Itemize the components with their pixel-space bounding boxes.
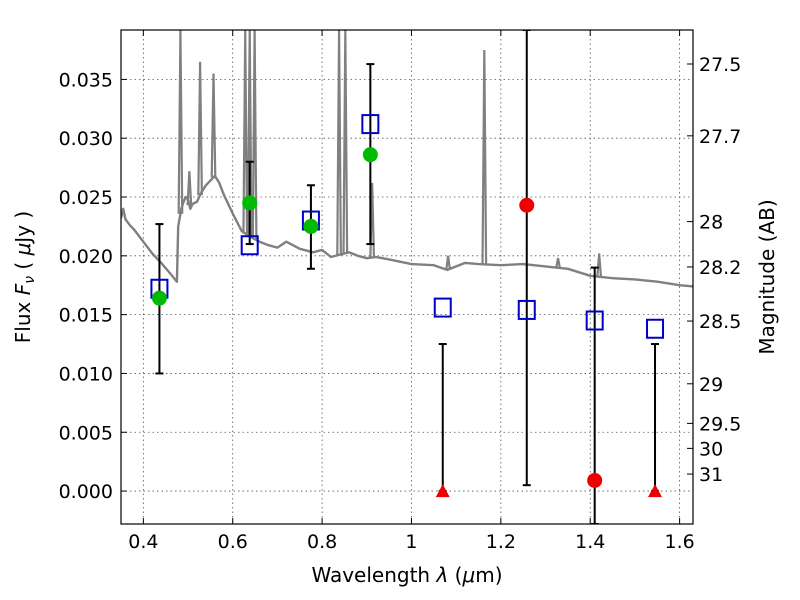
plot-frame — [120, 29, 694, 525]
x-tick-label: 1.2 — [486, 531, 516, 553]
y-tick-label: 0.000 — [59, 481, 113, 503]
y2-tick-label: 30 — [699, 438, 723, 460]
y-axis-label: Flux Fν ( μJy ) — [11, 211, 38, 343]
model-emission-line — [251, 30, 258, 240]
detection-point — [303, 218, 319, 234]
model-emission-line — [177, 30, 184, 214]
x-tick-label: 1.4 — [575, 531, 605, 553]
y-axis-label-var: F — [11, 283, 35, 295]
y2-tick-label: 27.5 — [699, 54, 741, 76]
y-tick-label: 0.035 — [59, 69, 113, 91]
x-tick-label: 0.8 — [307, 531, 337, 553]
y2-tick-label: 28 — [699, 212, 723, 234]
detection-point — [242, 195, 258, 211]
nondetection-triangle-point — [648, 484, 663, 498]
x-tick-label: 1.6 — [664, 531, 694, 553]
x-axis-label-prefix: Wavelength — [311, 563, 436, 587]
y2-tick-label: 27.7 — [699, 126, 741, 148]
y-axis-label-unit: Jy ) — [11, 211, 35, 245]
y-axis-label-mid: ( — [11, 255, 35, 276]
y2-tick-label: 29.5 — [699, 413, 741, 435]
detection-point — [362, 147, 378, 163]
model-emission-line — [555, 257, 561, 268]
x-tick-label: 0.6 — [218, 531, 248, 553]
model-emission-line — [596, 253, 603, 277]
x-axis-label-mu: μ — [461, 563, 475, 587]
data-points-layer — [150, 30, 665, 524]
model-photometry-square — [361, 114, 380, 135]
model-emission-line — [481, 49, 488, 265]
x-axis-label-var: λ — [435, 563, 448, 587]
model-emission-line — [336, 30, 342, 255]
x-axis-label-mid: ( — [448, 563, 462, 587]
model-photometry-square — [585, 310, 604, 331]
y-tick-label: 0.025 — [59, 187, 113, 209]
y2-tick-label: 29 — [699, 374, 723, 396]
model-photometry-square — [646, 318, 665, 339]
x-axis-label: Wavelength λ (μm) — [311, 563, 502, 587]
y2-axis-label: Magnitude (AB) — [755, 199, 779, 354]
y2-tick-label: 31 — [699, 464, 723, 486]
y-tick-label: 0.020 — [59, 246, 113, 268]
model-spectrum-line — [121, 174, 693, 288]
plot-area — [121, 30, 693, 524]
x-tick-label: 1 — [405, 531, 417, 553]
y-tick-label: 0.010 — [59, 363, 113, 385]
axis-ticks: 0.4 0.6 0.8 1 1.2 1.4 1.6 0.000 0.005 0.010 0.015 0… — [59, 30, 741, 553]
detection-point — [151, 290, 167, 306]
nondetection-circle-point — [587, 472, 603, 488]
y2-tick-label: 28.5 — [699, 311, 741, 333]
y-axis-label-prefix: Flux — [11, 295, 35, 343]
y-axis-label-mu: μ — [11, 243, 35, 257]
grid-lines — [121, 30, 693, 524]
y-tick-label: 0.005 — [59, 422, 113, 444]
nondetection-triangle-point — [435, 484, 450, 498]
y-axis-label-sub: ν — [22, 276, 38, 284]
model-emission-line — [242, 30, 249, 234]
model-emission-line — [246, 30, 253, 237]
model-emission-line — [186, 171, 193, 206]
y-tick-label: 0.015 — [59, 305, 113, 327]
x-tick-label: 0.4 — [128, 531, 158, 553]
x-axis-label-unit: m) — [475, 563, 502, 587]
model-photometry-square — [240, 235, 259, 256]
model-emission-line — [197, 61, 203, 196]
nondetection-circle-point — [519, 197, 535, 213]
model-emission-line — [210, 73, 217, 178]
model-photometry-square — [517, 299, 536, 320]
y-tick-label: 0.030 — [59, 128, 113, 150]
model-spectrum-layer — [121, 30, 693, 288]
model-emission-line — [445, 255, 451, 270]
model-emission-line — [342, 30, 349, 254]
model-photometry-square — [433, 297, 452, 318]
y2-tick-label: 28.2 — [699, 257, 741, 279]
